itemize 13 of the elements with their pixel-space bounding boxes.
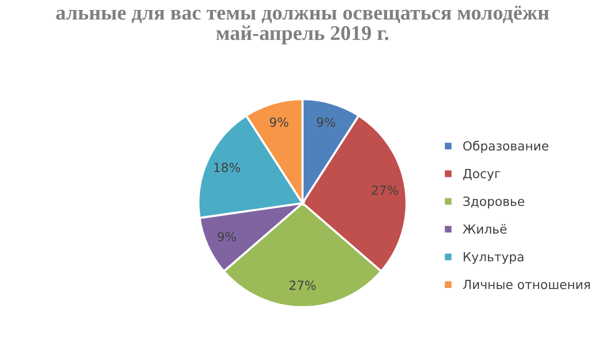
legend-label: Здоровье: [463, 196, 524, 208]
data-label: 27%: [372, 185, 398, 195]
chart-title: альные для вас темы должны освещаться молодёжн май-апрель 2019 г.: [56, 6, 549, 44]
data-label: 9%: [270, 117, 288, 127]
data-label: 18%: [214, 162, 240, 172]
legend-label: Образование: [463, 140, 548, 154]
legend-label: Культура: [464, 252, 524, 264]
data-label: 9%: [316, 117, 336, 127]
data-label: 27%: [290, 280, 316, 290]
legend-label: Досуг: [463, 169, 500, 181]
legend-label: Личные отношения: [463, 280, 590, 290]
legend-label: Жильё: [462, 224, 507, 234]
data-label: 9%: [218, 232, 236, 242]
